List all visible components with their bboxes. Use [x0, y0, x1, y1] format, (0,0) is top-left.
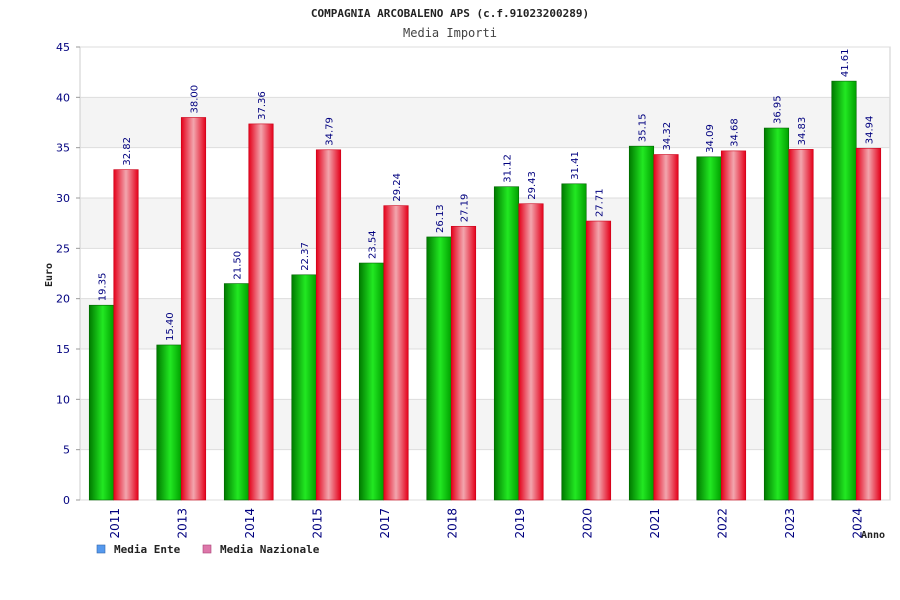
plot-band — [80, 349, 890, 400]
plot-band — [80, 399, 890, 450]
value-label-media-ente-2014: 21.50 — [233, 251, 244, 280]
bar-media-nazionale-2014 — [248, 123, 274, 501]
bar-media-ente-2024 — [831, 80, 857, 501]
bar-media-nazionale-2017 — [383, 205, 409, 501]
value-label-media-nazionale-2023: 34.83 — [797, 117, 808, 146]
y-tick-label: 20 — [56, 293, 70, 306]
value-label-media-ente-2024: 41.61 — [840, 48, 851, 77]
bar-media-nazionale-2020 — [585, 220, 612, 501]
bar-media-ente-2020 — [561, 183, 587, 501]
x-tick-label-2015: 2015 — [310, 508, 324, 539]
value-label-media-ente-2023: 36.95 — [773, 95, 784, 124]
plot-band — [80, 449, 890, 500]
value-label-media-ente-2022: 34.09 — [705, 124, 716, 153]
x-tick-label-2019: 2019 — [513, 508, 527, 539]
value-label-media-nazionale-2017: 29.24 — [392, 173, 403, 202]
x-tick-label-2023: 2023 — [783, 508, 797, 539]
bar-media-nazionale-2021 — [653, 154, 679, 501]
plot-band — [80, 47, 890, 98]
legend-label-media-ente: Media Ente — [114, 543, 181, 556]
x-tick-label-2018: 2018 — [445, 508, 459, 539]
value-label-media-ente-2013: 15.40 — [165, 312, 176, 341]
plot-background — [79, 46, 891, 501]
y-axis-ticks: 0 5 10 15 20 25 30 35 40 45 — [56, 41, 80, 507]
bar-media-ente-2013 — [156, 344, 182, 501]
plot-band — [80, 147, 890, 198]
value-label-media-ente-2015: 22.37 — [300, 242, 311, 271]
bar-media-nazionale-2019 — [518, 203, 544, 501]
chart-subtitle: Media Importi — [403, 26, 497, 40]
x-tick-label-2017: 2017 — [378, 508, 392, 539]
bar-media-ente-2018 — [426, 236, 452, 501]
chart-title: COMPAGNIA ARCOBALENO APS (c.f.9102320028… — [311, 7, 589, 20]
bar-media-nazionale-2022 — [720, 150, 747, 501]
legend: Media Ente Media Nazionale — [96, 543, 320, 556]
legend-swatch-media-nazionale — [202, 544, 212, 554]
plot-band — [80, 198, 890, 249]
y-tick-label: 40 — [56, 91, 70, 104]
y-axis-label: Euro — [44, 263, 55, 287]
x-tick-label-2014: 2014 — [243, 508, 257, 539]
bar-media-nazionale-2013 — [180, 117, 207, 501]
y-tick-label: 0 — [63, 494, 70, 507]
value-label-media-nazionale-2019: 29.43 — [527, 171, 538, 200]
value-label-media-ente-2019: 31.12 — [503, 154, 514, 183]
value-label-media-nazionale-2011: 32.82 — [122, 137, 133, 166]
y-tick-label: 35 — [56, 142, 70, 155]
value-label-media-nazionale-2021: 34.32 — [662, 122, 673, 151]
value-label-media-nazionale-2024: 34.94 — [865, 116, 876, 145]
y-tick-label: 25 — [56, 242, 70, 255]
x-tick-label-2024: 2024 — [850, 508, 864, 539]
bar-media-ente-2011 — [88, 304, 115, 501]
bar-media-ente-2014 — [223, 283, 250, 501]
x-tick-label-2021: 2021 — [648, 508, 662, 539]
y-tick-label: 30 — [56, 192, 70, 205]
bar-media-nazionale-2023 — [788, 149, 814, 501]
y-tick-label: 5 — [63, 444, 70, 457]
y-tick-label: 45 — [56, 41, 70, 54]
bar-media-ente-2017 — [358, 262, 385, 501]
legend-swatch-media-ente — [96, 544, 106, 554]
bar-media-ente-2022 — [696, 156, 722, 501]
bar-media-nazionale-2024 — [855, 147, 882, 501]
value-label-media-ente-2018: 26.13 — [435, 204, 446, 233]
x-tick-label-2022: 2022 — [715, 508, 729, 539]
plot-band — [80, 97, 890, 148]
legend-label-media-nazionale: Media Nazionale — [220, 543, 320, 556]
value-labels: 19.35 32.82 15.40 38.00 21.50 37.36 22.37 34.79… — [98, 48, 876, 340]
gridlines — [80, 46, 890, 501]
value-label-media-ente-2017: 23.54 — [368, 230, 379, 259]
bar-media-nazionale-2018 — [450, 225, 477, 501]
x-axis-label: Anno — [861, 530, 885, 541]
value-label-media-nazionale-2020: 27.71 — [595, 188, 606, 217]
bar-media-ente-2023 — [763, 127, 790, 501]
value-label-media-ente-2020: 31.41 — [570, 151, 581, 180]
value-label-media-ente-2011: 19.35 — [98, 273, 109, 302]
value-label-media-nazionale-2018: 27.19 — [460, 194, 471, 223]
x-tick-label-2013: 2013 — [175, 508, 189, 539]
y-tick-label: 10 — [56, 393, 70, 406]
y-tick-label: 15 — [56, 343, 70, 356]
bar-media-nazionale-2015 — [315, 149, 342, 501]
value-label-media-nazionale-2022: 34.68 — [730, 118, 741, 147]
value-label-media-nazionale-2015: 34.79 — [325, 117, 336, 146]
x-tick-label-2020: 2020 — [580, 508, 594, 539]
bar-media-ente-2021 — [628, 145, 655, 501]
value-label-media-nazionale-2013: 38.00 — [190, 85, 201, 114]
bar-media-nazionale-2011 — [113, 169, 139, 501]
bars — [88, 80, 882, 501]
value-label-media-nazionale-2014: 37.36 — [257, 91, 268, 120]
value-label-media-ente-2021: 35.15 — [638, 114, 649, 143]
bar-media-ente-2015 — [291, 274, 317, 501]
plot-band — [80, 248, 890, 299]
x-axis-ticks: 2011 2013 2014 2015 2017 2018 2019 2020 2021 2022… — [108, 508, 865, 539]
x-tick-label-2011: 2011 — [108, 508, 122, 539]
plot-band — [80, 298, 890, 349]
bar-media-ente-2019 — [493, 186, 520, 501]
